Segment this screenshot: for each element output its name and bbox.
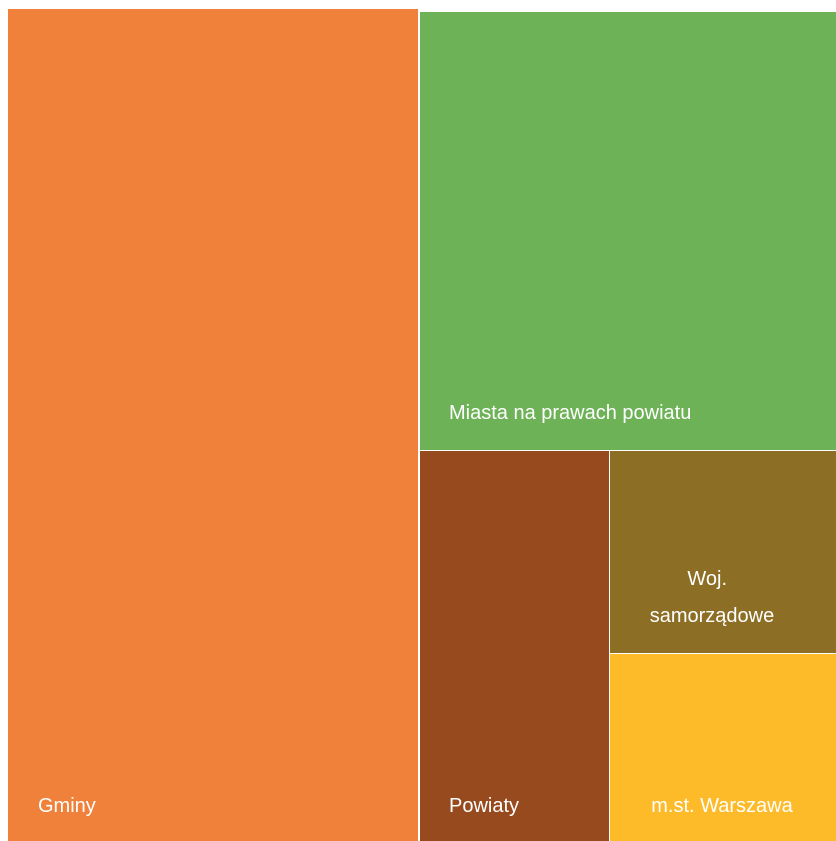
tile-label-woj-samorzadowe: Woj. samorządowe bbox=[650, 568, 775, 627]
tile-gminy bbox=[8, 9, 418, 841]
tile-label-woj-line-2: samorządowe bbox=[650, 605, 775, 627]
tile-label-woj-line-1: Woj. bbox=[687, 568, 727, 590]
tile-label-gminy-line: Gminy bbox=[38, 795, 96, 817]
tile-label-miasta-line: Miasta na prawach powiatu bbox=[449, 402, 691, 424]
tile-label-warszawa-line: m.st. Warszawa bbox=[651, 795, 793, 817]
tile-m-st-warszawa bbox=[610, 654, 836, 841]
tile-label-gminy: Gminy bbox=[38, 795, 96, 817]
tile-label-powiaty-line: Powiaty bbox=[449, 795, 519, 817]
tile-label-powiaty: Powiaty bbox=[449, 795, 519, 817]
tile-miasta-na-prawach-powiatu bbox=[420, 12, 836, 450]
tile-label-m-st-warszawa: m.st. Warszawa bbox=[651, 795, 793, 817]
tile-powiaty bbox=[420, 451, 609, 841]
tile-woj-samorzadowe bbox=[610, 451, 836, 653]
tile-label-miasta-na-prawach-powiatu: Miasta na prawach powiatu bbox=[449, 402, 691, 424]
